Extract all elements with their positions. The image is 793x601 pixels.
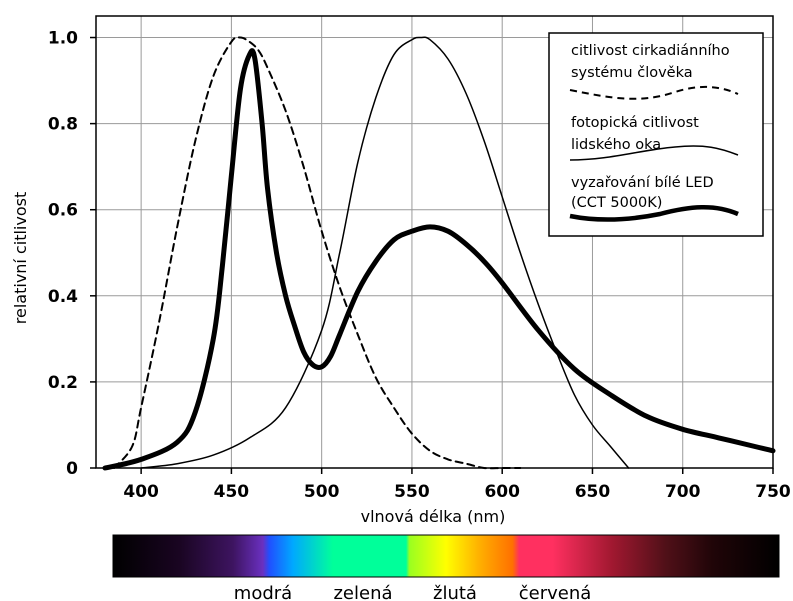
legend-label-photopic-2: lidského oka: [571, 137, 661, 153]
series-led: [102, 48, 776, 471]
legend-swatch-led: [569, 205, 739, 222]
color-label-yellow: žlutá: [433, 583, 477, 601]
y-tick-label: 0.8: [48, 115, 78, 135]
x-tick-label: 650: [575, 482, 611, 502]
color-spectrum: modrá zelená žlutá červená: [112, 534, 780, 601]
x-tick-label: 500: [304, 482, 340, 502]
legend-label-led-2: (CCT 5000K): [571, 195, 662, 211]
legend-label-led-1: vyzařování bílé LED: [571, 175, 714, 191]
y-tick-label: 0.6: [48, 201, 78, 221]
spectrum-bar: [112, 534, 780, 578]
x-tick-labels: 400 450 500 550 600 650 700 750: [123, 482, 791, 502]
series-circadian: [113, 36, 522, 470]
y-axis-title: relativní citlivost: [11, 192, 30, 324]
x-tick-label: 400: [123, 482, 159, 502]
legend-label-photopic-1: fotopická citlivost: [571, 115, 699, 131]
x-tick-label: 600: [484, 482, 520, 502]
y-tick-label: 1.0: [48, 29, 78, 49]
y-tick-label: 0: [66, 459, 78, 479]
legend: citlivost cirkadiánního systému člověka …: [548, 32, 764, 237]
legend-label-circadian-1: citlivost cirkadiánního: [571, 43, 730, 59]
legend-box: [548, 32, 764, 237]
x-tick-label: 550: [394, 482, 430, 502]
axis-ticks: [90, 36, 774, 474]
legend-swatch-photopic: [569, 145, 739, 161]
x-tick-label: 450: [214, 482, 250, 502]
color-label-green: zelená: [333, 583, 392, 601]
y-tick-label: 0.4: [48, 287, 78, 307]
plot-frame: [95, 15, 774, 469]
color-label-blue: modrá: [234, 583, 292, 601]
color-label-red: červená: [519, 583, 592, 601]
series-layer: [102, 36, 776, 471]
y-tick-labels: 0 0.2 0.4 0.6 0.8 1.0: [48, 29, 78, 479]
x-tick-label: 750: [755, 482, 791, 502]
x-tick-label: 700: [665, 482, 701, 502]
y-tick-label: 0.2: [48, 373, 78, 393]
legend-label-circadian-2: systému člověka: [571, 65, 693, 81]
x-axis-title: vlnová délka (nm): [361, 507, 506, 526]
